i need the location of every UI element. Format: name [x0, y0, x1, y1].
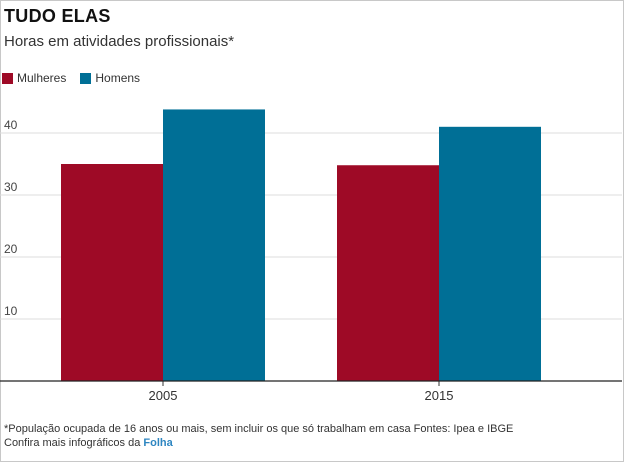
y-tick-label-10: 10: [4, 304, 18, 318]
y-tick-label-30: 30: [4, 180, 18, 194]
credit-line: Confira mais infográficos da Folha: [4, 437, 173, 449]
legend-label-homens: Homens: [95, 71, 141, 85]
bar-mulheres-2005: [61, 164, 163, 381]
credit-text: Confira mais infográficos da: [4, 437, 144, 449]
chart-title: TUDO ELAS: [4, 6, 111, 26]
chart-subtitle: Horas em atividades profissionais*: [4, 33, 235, 50]
bar-homens-2015: [439, 126, 541, 381]
legend-item-homens: Homens: [80, 71, 140, 85]
legend-swatch-homens: [80, 72, 92, 84]
folha-link[interactable]: Folha: [143, 437, 173, 449]
bar-homens-2005: [163, 109, 265, 381]
legend-item-mulheres: Mulheres: [2, 71, 66, 85]
x-tick-label-2005: 2005: [149, 388, 178, 403]
y-tick-label-40: 40: [4, 118, 18, 132]
bar-mulheres-2015: [337, 165, 439, 381]
legend-label-mulheres: Mulheres: [17, 71, 67, 85]
legend-swatch-mulheres: [2, 72, 13, 84]
x-tick-label-2015: 2015: [425, 388, 454, 403]
y-tick-label-20: 20: [4, 242, 18, 256]
footnote: *População ocupada de 16 anos ou mais, s…: [4, 423, 514, 435]
chart-legend: Mulheres Homens: [2, 71, 154, 85]
